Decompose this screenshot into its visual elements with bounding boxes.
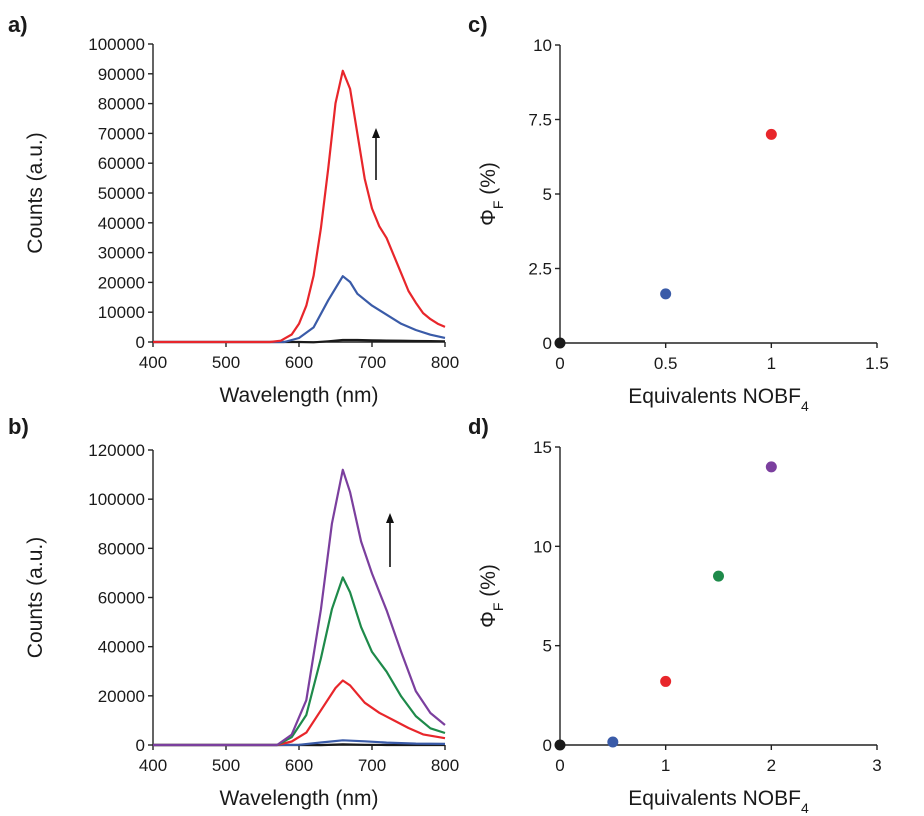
data-point <box>607 736 619 748</box>
x-axis-title: Equivalents NOBF4 <box>628 787 809 816</box>
y-tick-label: 30000 <box>98 244 145 263</box>
arrow-up-icon <box>386 513 394 523</box>
panel-d-quantum-yield-chart: d) 0 5 10 15 0 1 2 3 Equivalents NOBF4 ΦF (%) <box>468 414 882 816</box>
panel-label: c) <box>468 12 488 37</box>
panel-label: b) <box>8 414 29 439</box>
y-axis-title-units: (%) <box>477 564 500 603</box>
arrow-up-icon <box>372 128 380 138</box>
y-axis-title: Counts (a.u.) <box>24 132 47 253</box>
data-point <box>765 128 777 140</box>
x-tick-label: 1 <box>767 354 776 373</box>
y-axis-title-subscript: F <box>490 201 506 210</box>
y-tick-label: 20000 <box>98 687 145 706</box>
data-point <box>660 288 672 300</box>
series-line <box>153 275 446 344</box>
x-tick-label: 0 <box>555 756 564 775</box>
x-tick-label: 2 <box>767 756 776 775</box>
y-tick-label: 60000 <box>98 154 145 173</box>
x-tick-label: 800 <box>431 756 459 775</box>
series-line <box>153 69 446 344</box>
x-tick-label: 400 <box>139 353 167 372</box>
y-tick-label: 20000 <box>98 273 145 292</box>
panel-label: a) <box>8 12 28 37</box>
y-tick-label: 100000 <box>88 35 145 54</box>
series-line <box>153 468 446 747</box>
y-tick-label: 50000 <box>98 184 145 203</box>
y-tick-label: 10 <box>533 36 552 55</box>
y-tick-label: 120000 <box>88 441 145 460</box>
x-tick-label: 500 <box>212 756 240 775</box>
y-tick-label: 90000 <box>98 65 145 84</box>
panel-label: d) <box>468 414 489 439</box>
x-axis-title: Wavelength (nm) <box>219 384 378 407</box>
y-tick-label: 7.5 <box>528 111 552 130</box>
x-tick-label: 3 <box>872 756 881 775</box>
y-tick-label: 0 <box>543 334 552 353</box>
y-tick-label: 5 <box>543 185 552 204</box>
y-tick-label: 0 <box>543 736 552 755</box>
x-axis-title: Equivalents NOBF4 <box>628 385 809 414</box>
x-tick-label: 0.5 <box>654 354 678 373</box>
y-tick-label: 10 <box>533 537 552 556</box>
y-tick-label: 15 <box>533 438 552 457</box>
y-tick-label: 80000 <box>98 539 145 558</box>
x-tick-label: 1 <box>661 756 670 775</box>
panel-a-spectrum-chart: a) 0 10000 20000 30000 40000 50000 60000 70000 80… <box>8 12 459 407</box>
y-tick-label: 80000 <box>98 95 145 114</box>
data-point <box>554 337 566 349</box>
y-axis-title-subscript: F <box>490 603 506 612</box>
data-point <box>660 675 672 687</box>
x-tick-label: 700 <box>358 353 386 372</box>
x-tick-label: 800 <box>431 353 459 372</box>
x-tick-label: 400 <box>139 756 167 775</box>
x-tick-label: 1.5 <box>865 354 889 373</box>
x-axis-title-subscript: 4 <box>801 398 809 414</box>
y-tick-label: 0 <box>136 736 145 755</box>
data-point <box>713 570 724 582</box>
y-tick-label: 10000 <box>98 303 145 322</box>
y-axis-title-units: (%) <box>477 162 500 201</box>
panel-c-quantum-yield-chart: c) 0 2.5 5 7.5 10 0 0.5 1 1.5 Equivalents NOBF4 ΦF … <box>468 12 889 414</box>
y-tick-label: 60000 <box>98 589 145 608</box>
x-tick-label: 500 <box>212 353 240 372</box>
y-axis-title: Counts (a.u.) <box>24 537 47 658</box>
y-tick-label: 0 <box>136 333 145 352</box>
x-axis-title: Wavelength (nm) <box>219 787 378 810</box>
x-tick-label: 700 <box>358 756 386 775</box>
y-tick-label: 40000 <box>98 214 145 233</box>
y-tick-label: 2.5 <box>528 260 552 279</box>
y-axis-title: ΦF (%) <box>477 564 506 628</box>
series-line <box>153 679 446 747</box>
series-line <box>153 576 446 747</box>
y-tick-label: 70000 <box>98 124 145 143</box>
panel-b-spectrum-chart: b) 0 20000 40000 60000 80000 100000 120000 400 50… <box>8 414 459 810</box>
y-axis-title: ΦF (%) <box>477 162 506 226</box>
x-tick-label: 600 <box>285 353 313 372</box>
x-axis-title-subscript: 4 <box>801 800 809 816</box>
series-line <box>153 739 446 747</box>
data-point <box>554 739 566 751</box>
y-tick-label: 100000 <box>88 490 145 509</box>
y-tick-label: 40000 <box>98 638 145 657</box>
x-tick-label: 600 <box>285 756 313 775</box>
data-point <box>765 461 777 473</box>
y-tick-label: 5 <box>543 637 552 656</box>
x-tick-label: 0 <box>555 354 564 373</box>
